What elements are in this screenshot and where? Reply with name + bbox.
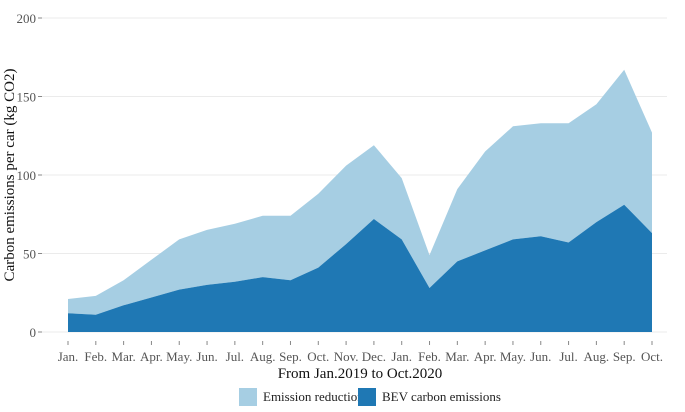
y-tick-label: 100 — [17, 168, 37, 183]
x-tick-label: Jun. — [530, 349, 551, 364]
x-tick-label: Mar. — [445, 349, 469, 364]
x-tick-label: Apr. — [140, 349, 163, 364]
legend-key-bev-carbon-emissions — [358, 388, 376, 406]
y-tick-label: 200 — [17, 11, 37, 26]
y-axis-title: Carbon emissions per car (kg CO2) — [2, 69, 18, 282]
y-axis: 0 50 100 150 200 — [17, 11, 42, 340]
x-axis-title: From Jan.2019 to Oct.2020 — [278, 366, 443, 382]
x-tick-label: Nov. — [334, 349, 359, 364]
y-tick-label: 0 — [30, 325, 37, 340]
x-tick-label: Feb. — [418, 349, 441, 364]
area-bev-carbon-emissions — [68, 204, 652, 332]
x-tick-label: Aug. — [584, 349, 610, 364]
x-tick-label: Aug. — [250, 349, 276, 364]
x-tick-label: Sep. — [613, 349, 636, 364]
area-emission-reduction — [68, 69, 652, 315]
x-tick-label: Jan. — [391, 349, 412, 364]
x-tick-label: Sep. — [279, 349, 302, 364]
y-tick-label: 150 — [17, 90, 37, 105]
x-axis: Jan. Feb. Mar. Apr. May. Jun. Jul. Aug. Sep. Oct.… — [58, 341, 663, 364]
x-tick-label: May. — [166, 349, 192, 364]
x-tick-label: Dec. — [362, 349, 386, 364]
legend-label-emission-reduction: Emission reduction — [263, 389, 364, 404]
legend: Emission reduction BEV carbon emissions — [239, 388, 501, 406]
x-tick-label: Jul. — [226, 349, 244, 364]
x-tick-label: Oct. — [307, 349, 329, 364]
y-tick-label: 50 — [23, 247, 36, 262]
x-tick-label: Jun. — [196, 349, 217, 364]
x-tick-label: Jul. — [559, 349, 577, 364]
x-tick-label: Apr. — [474, 349, 497, 364]
x-tick-label: Jan. — [58, 349, 79, 364]
x-tick-label: May. — [500, 349, 526, 364]
legend-label-bev-carbon-emissions: BEV carbon emissions — [382, 389, 501, 404]
x-tick-label: Oct. — [641, 349, 663, 364]
x-tick-label: Feb. — [84, 349, 107, 364]
legend-key-emission-reduction — [239, 388, 257, 406]
areas — [68, 69, 652, 332]
x-tick-label: Mar. — [112, 349, 136, 364]
